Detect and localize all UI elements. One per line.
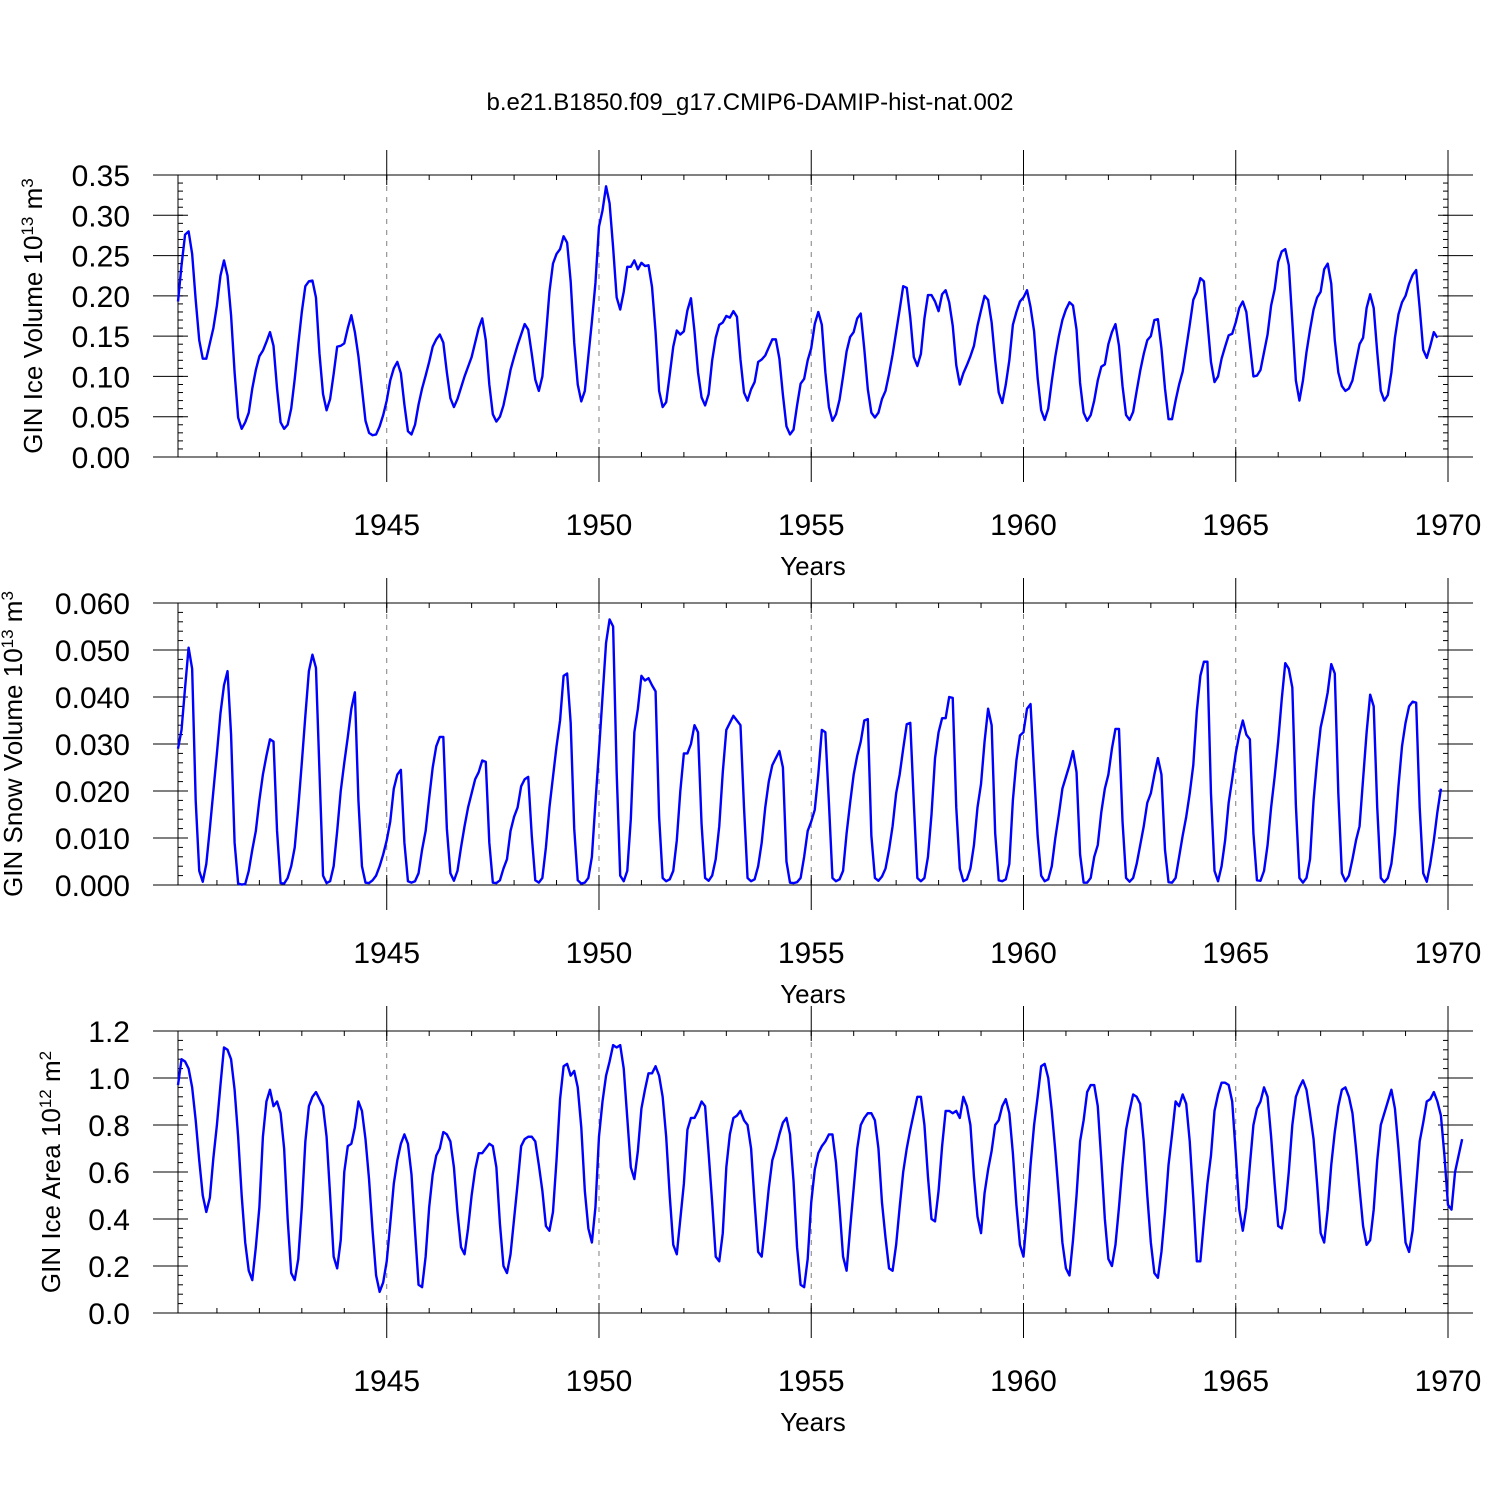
series-line-ice-area	[176, 1043, 1464, 1294]
x-tick-label: 1945	[353, 509, 420, 542]
x-tick-label: 1970	[1415, 937, 1482, 970]
plot-frame	[177, 602, 1449, 886]
y-tick-label: 0.060	[55, 588, 130, 621]
y-tick-label: 0.05	[72, 402, 130, 435]
x-tick-label: 1950	[566, 937, 633, 970]
y-axis-title: GIN Ice Area 1012 m2	[36, 1051, 67, 1293]
y-tick-label: 0.2	[88, 1251, 130, 1284]
y-tick-label: 0.10	[72, 361, 130, 394]
y-tick-label: 0.20	[72, 281, 130, 314]
panel-snow-volume: 0.000 0.010 0.020 0.030 0.040 0.050 0.060 1945 1…	[0, 578, 1481, 1009]
y-tick-label: 1.2	[88, 1016, 130, 1049]
x-tick-label: 1965	[1202, 1365, 1269, 1398]
y-tick-label: 0.6	[88, 1157, 130, 1190]
y-tick-label: 0.000	[55, 870, 130, 903]
x-tick-label: 1970	[1415, 509, 1482, 542]
x-axis-title: Years	[780, 1407, 846, 1437]
panel-ice-volume: 0.00 0.05 0.10 0.15 0.20 0.25 0.30 0.35 1945 1950…	[18, 150, 1482, 581]
x-tick-label: 1955	[778, 509, 845, 542]
y-tick-label: 1.0	[88, 1063, 130, 1096]
y-tick-label: 0.0	[88, 1298, 130, 1331]
y-tick-label: 0.35	[72, 160, 130, 193]
x-tick-label: 1950	[566, 1365, 633, 1398]
x-tick-label: 1945	[353, 937, 420, 970]
y-tick-label: 0.4	[88, 1204, 130, 1237]
x-tick-label: 1960	[990, 509, 1057, 542]
y-axis-title: GIN Snow Volume 1013 m3	[0, 591, 28, 897]
y-tick-label: 0.00	[72, 442, 130, 475]
x-axis-title: Years	[780, 979, 846, 1009]
x-tick-label: 1950	[566, 509, 633, 542]
x-tick-label: 1955	[778, 937, 845, 970]
y-tick-label: 0.15	[72, 321, 130, 354]
x-tick-label: 1960	[990, 1365, 1057, 1398]
y-tick-label: 0.040	[55, 682, 130, 715]
x-tick-label: 1965	[1202, 937, 1269, 970]
x-tick-label: 1970	[1415, 1365, 1482, 1398]
y-tick-label: 0.030	[55, 729, 130, 762]
y-tick-label: 0.30	[72, 200, 130, 233]
x-tick-label: 1945	[353, 1365, 420, 1398]
y-tick-label: 0.020	[55, 776, 130, 809]
y-tick-label: 0.8	[88, 1110, 130, 1143]
series-line-ice-volume	[176, 185, 1439, 437]
series-line-snow-volume	[176, 618, 1443, 886]
y-axis-title: GIN Ice Volume 1013 m3	[18, 178, 49, 454]
y-tick-label: 0.25	[72, 241, 130, 274]
plot-frame	[177, 174, 1449, 458]
x-tick-label: 1960	[990, 937, 1057, 970]
x-tick-label: 1965	[1202, 509, 1269, 542]
x-tick-label: 1955	[778, 1365, 845, 1398]
y-tick-label: 0.050	[55, 635, 130, 668]
x-axis-title: Years	[780, 551, 846, 581]
panel-ice-area: 0.0 0.2 0.4 0.6 0.8 1.0 1.2 1945 1950 1955 1960 196…	[36, 1006, 1482, 1437]
y-tick-label: 0.010	[55, 823, 130, 856]
panels: 0.00 0.05 0.10 0.15 0.20 0.25 0.30 0.35 1945 1950…	[0, 150, 1481, 1437]
figure-title: b.e21.B1850.f09_g17.CMIP6-DAMIP-hist-nat…	[487, 89, 1014, 116]
